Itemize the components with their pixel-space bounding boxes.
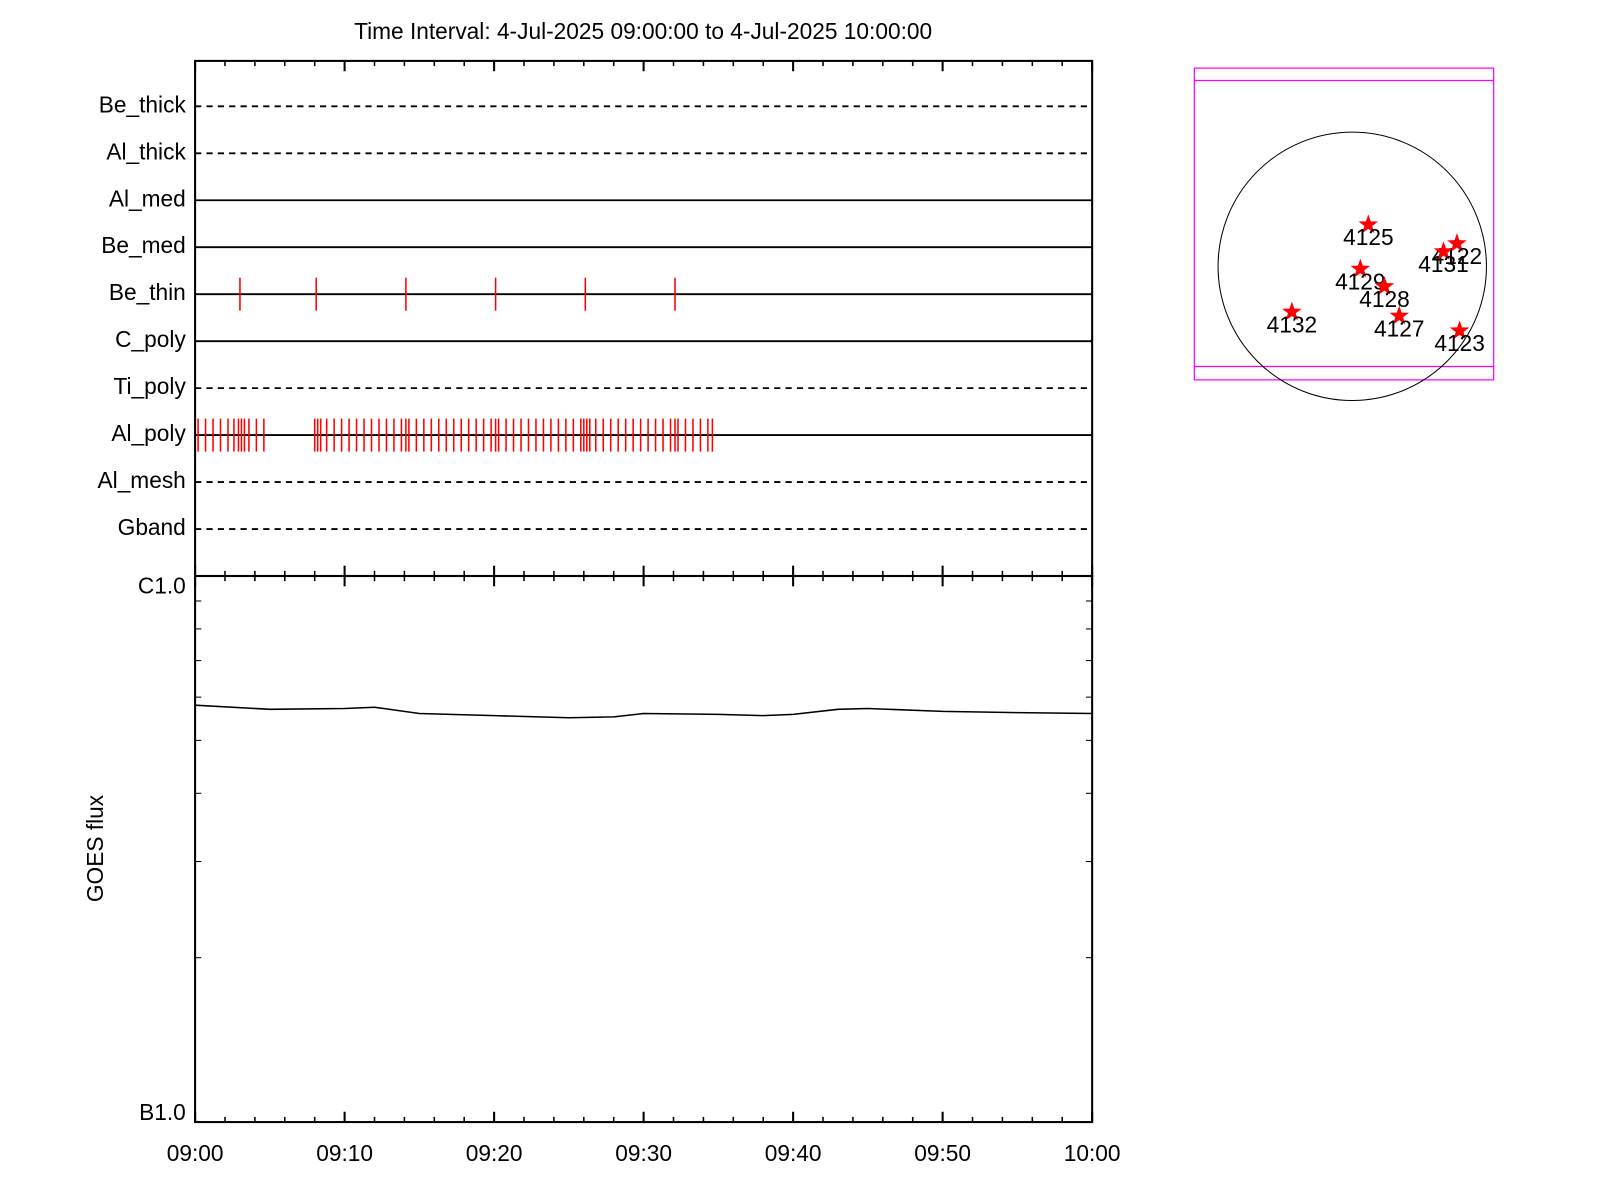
title: Time Interval: 4-Jul-2025 09:00:00 to 4-…: [354, 18, 932, 44]
row-label: Al_mesh: [98, 467, 186, 493]
region-label: 4131: [1418, 251, 1468, 277]
region-star: [1449, 320, 1470, 340]
region-label: 4132: [1267, 311, 1317, 337]
region-label: 4127: [1374, 315, 1424, 341]
x-tick-label: 09:50: [914, 1140, 971, 1166]
x-tick-label: 10:00: [1064, 1140, 1121, 1166]
row-label: Be_med: [101, 232, 186, 258]
region-star: [1374, 276, 1395, 295]
y-axis-label: GOES flux: [82, 794, 108, 902]
row-label: Be_thin: [109, 279, 186, 305]
region-star: [1350, 258, 1371, 278]
row-label: Al_med: [109, 185, 186, 211]
fov-frame: [1193, 67, 1495, 381]
flux-line: [195, 704, 1093, 719]
region-star: [1282, 301, 1302, 321]
row-label: Ti_poly: [114, 373, 187, 399]
row-label: Al_thick: [106, 138, 186, 164]
row-label: Be_thick: [99, 91, 187, 117]
x-tick-label: 09:10: [316, 1140, 373, 1166]
region-label: 4128: [1359, 286, 1409, 312]
row-label: C_poly: [115, 326, 186, 352]
x-tick-label: 09:00: [167, 1140, 224, 1166]
x-tick-label: 09:40: [765, 1140, 822, 1166]
region-star: [1447, 233, 1467, 252]
region-label: 4125: [1343, 224, 1393, 250]
region-star: [1389, 305, 1410, 325]
region-star: [1358, 214, 1379, 234]
region-label: 4123: [1434, 330, 1484, 356]
x-tick-label: 09:30: [615, 1140, 672, 1166]
region-label: 4129: [1335, 268, 1385, 294]
panel-frame: [194, 59, 1094, 578]
row-label: Gband: [118, 514, 186, 540]
panel-frame: [194, 574, 1094, 1124]
region-star: [1433, 241, 1454, 260]
x-tick-label: 09:20: [466, 1140, 523, 1166]
solar-limb: [1217, 131, 1487, 402]
y-tick-label: B1.0: [139, 1099, 186, 1125]
row-label: Al_poly: [111, 420, 186, 446]
y-tick-label: C1.0: [138, 572, 186, 598]
